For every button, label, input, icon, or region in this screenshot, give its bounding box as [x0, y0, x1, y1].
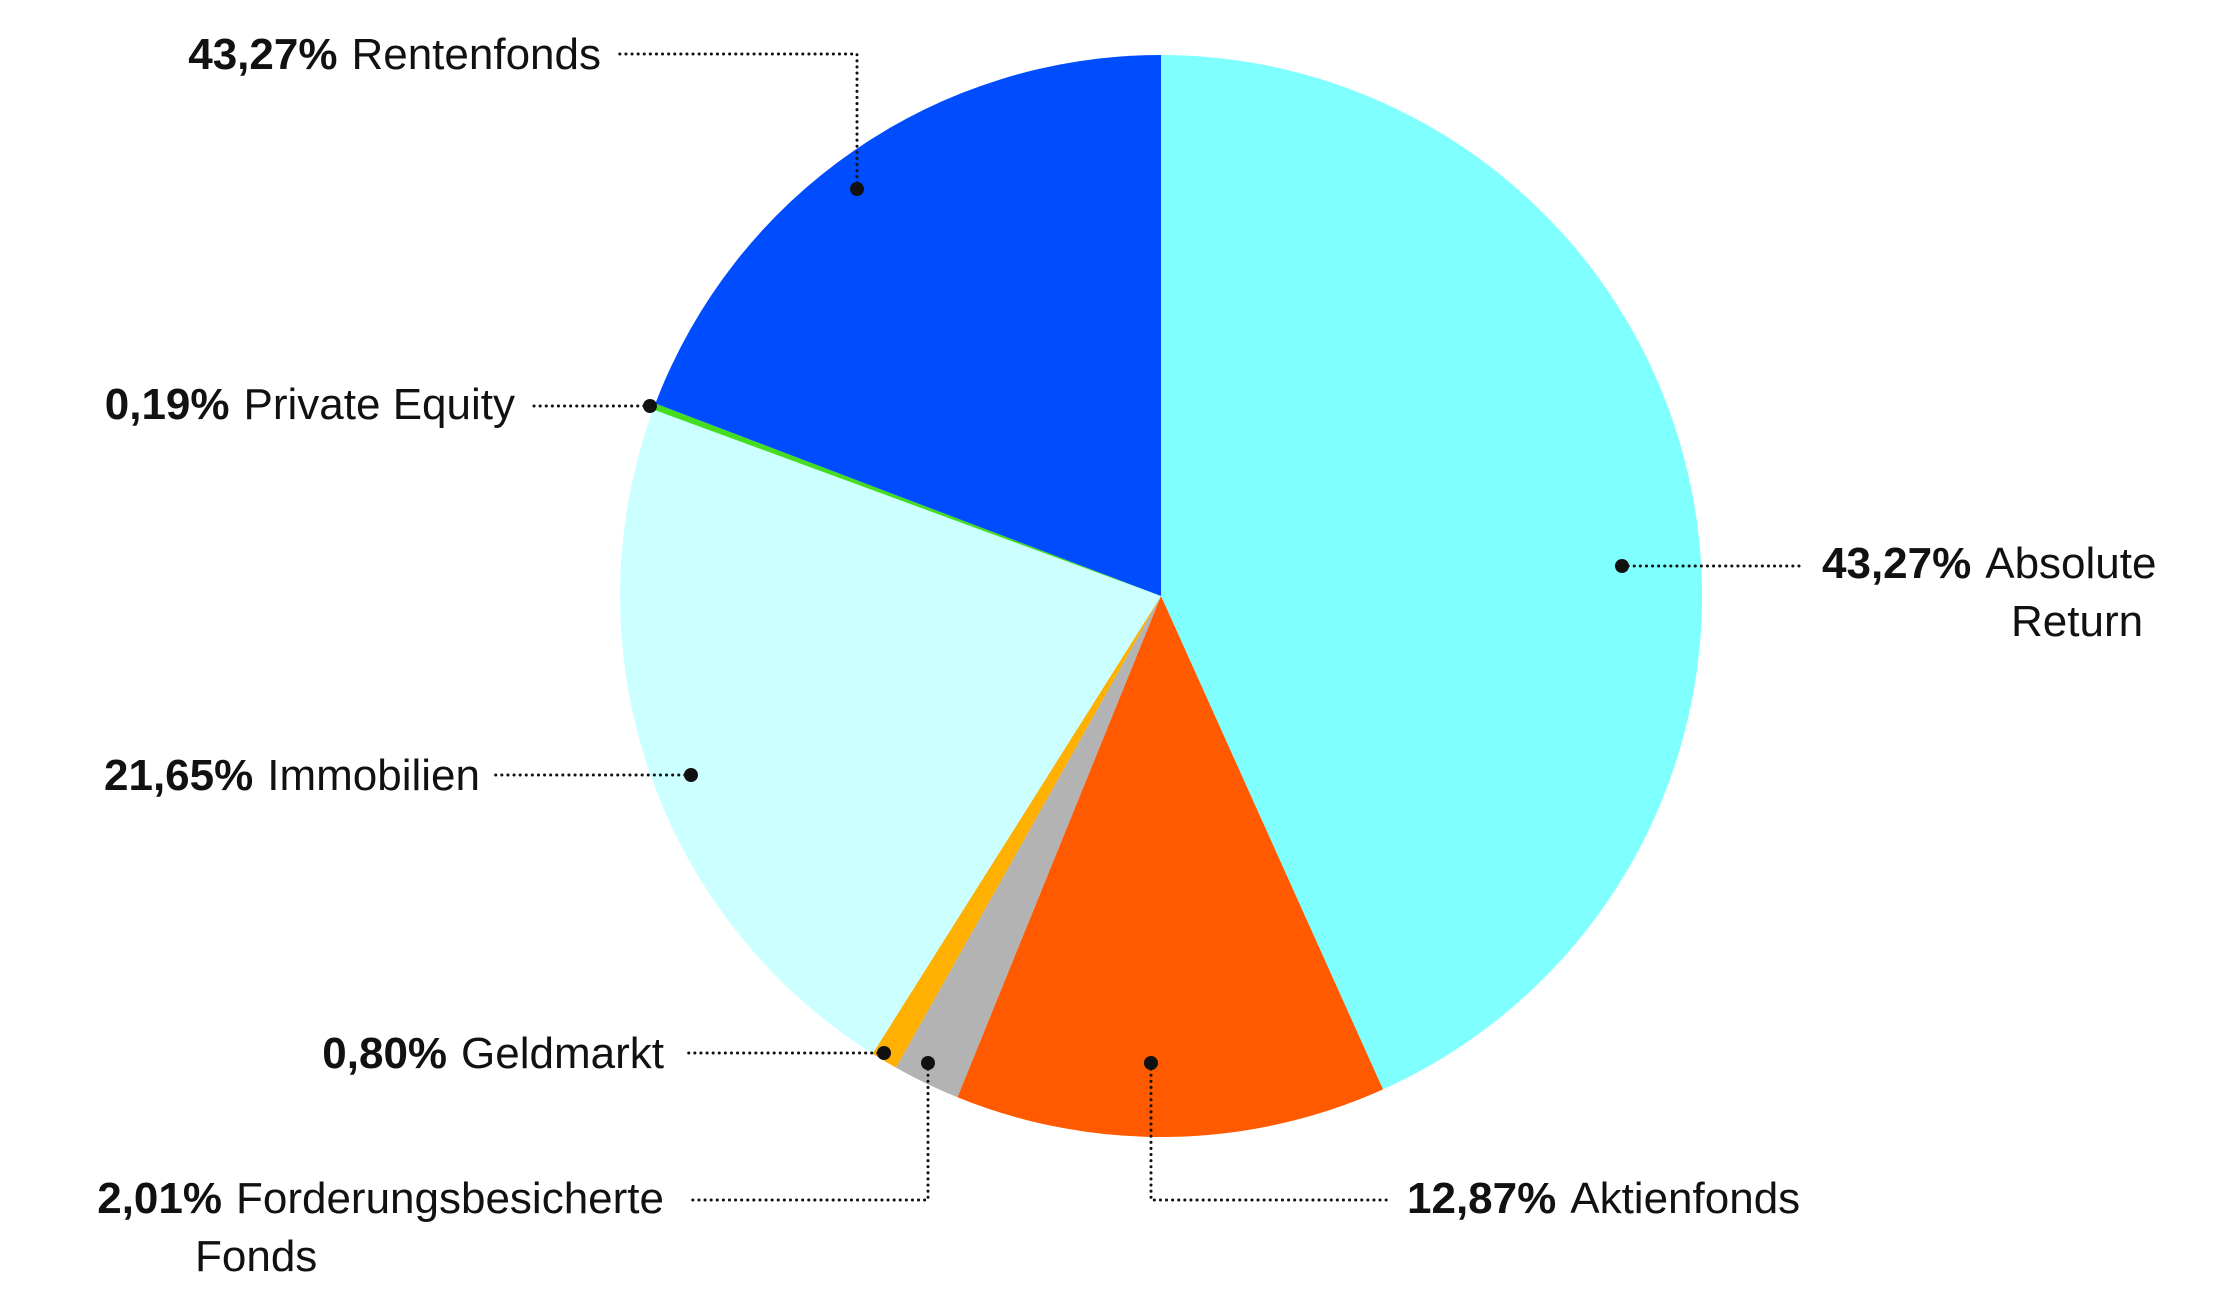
leader-line — [612, 52, 859, 191]
category-label: Geldmarkt — [461, 1029, 664, 1078]
leader-dot — [643, 399, 657, 413]
category-label: Rentenfonds — [351, 30, 601, 79]
label-rentenfonds: 43,27% Rentenfonds — [188, 30, 864, 196]
pie-slice-private-equity — [653, 403, 1161, 596]
leader-dot — [877, 1046, 891, 1060]
label-private-equity: 0,19% Private Equity — [105, 380, 657, 429]
category-label: Aktienfonds — [1570, 1174, 1800, 1223]
leader-dot — [684, 768, 698, 782]
data-label: 43,27% Rentenfonds — [188, 30, 601, 79]
pie-slice-immobilien — [619, 409, 1161, 1054]
category-label: Absolute — [1985, 539, 2156, 588]
label-absolute-return: 43,27% Absolute Return — [1615, 539, 2156, 646]
label-aktienfonds: 12,87% Aktienfonds — [1144, 1056, 1800, 1223]
data-label: 0,80% Geldmarkt — [322, 1029, 664, 1078]
category-label: Private Equity — [244, 380, 515, 429]
percent-label: 2,01% — [97, 1174, 222, 1223]
pie-slice-geldmarkt — [872, 596, 1161, 1068]
pie-slice-forderungsbesicherte-fonds — [895, 596, 1161, 1098]
pie-slice-aktienfonds — [957, 596, 1384, 1138]
pie-slice-absolute-return — [1161, 55, 1702, 1090]
data-label: 0,19% Private Equity — [105, 380, 515, 429]
label-immobilien: 21,65% Immobilien — [104, 751, 698, 800]
leader-dot — [921, 1056, 935, 1070]
pie-slice-rentenfonds — [655, 55, 1161, 596]
category-label: Immobilien — [267, 751, 480, 800]
percent-label: 21,65% — [104, 751, 253, 800]
category-label-line2: Return — [2011, 597, 2143, 646]
label-forderungsbesicherte-fonds: 2,01% Forderungsbesicherte Fonds — [97, 1056, 935, 1281]
percent-label: 43,27% — [1822, 539, 1971, 588]
percent-label: 43,27% — [188, 30, 337, 79]
label-geldmarkt: 0,80% Geldmarkt — [322, 1029, 891, 1078]
data-label: 21,65% Immobilien — [104, 751, 480, 800]
percent-label: 12,87% — [1407, 1174, 1556, 1223]
percent-label: 0,19% — [105, 380, 230, 429]
data-label: 2,01% Forderungsbesicherte — [97, 1174, 664, 1223]
leader-dot — [1615, 559, 1629, 573]
category-label-line2: Fonds — [195, 1232, 317, 1281]
data-label: 43,27% Absolute — [1822, 539, 2156, 588]
leader-line — [686, 1061, 930, 1202]
slice-labels: 43,27% Absolute Return 12,87% Aktienfonds 2,0… — [97, 30, 2156, 1281]
category-label: Forderungsbesicherte — [236, 1174, 664, 1223]
pie-slices — [619, 55, 1702, 1138]
percent-label: 0,80% — [322, 1029, 447, 1078]
leader-dot — [850, 182, 864, 196]
data-label: 12,87% Aktienfonds — [1407, 1174, 1800, 1223]
leader-dot — [1144, 1056, 1158, 1070]
